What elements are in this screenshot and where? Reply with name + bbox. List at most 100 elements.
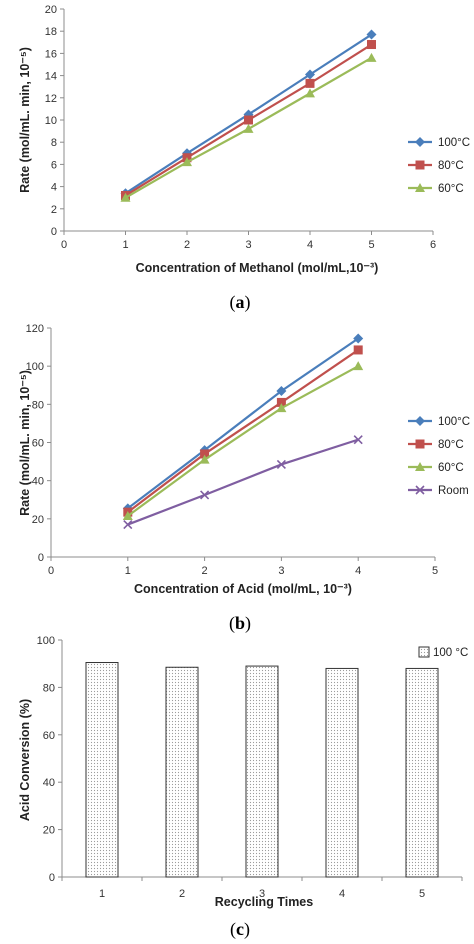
legend-swatch-marker-100c-a	[415, 137, 425, 147]
panel-caption-a: (a)	[230, 292, 251, 313]
data-point-60c-a	[243, 123, 254, 133]
data-point-80c-b	[276, 397, 286, 407]
legend-swatch-marker-80c-a	[415, 160, 425, 170]
data-point-room-b	[123, 519, 133, 530]
y-tick-label-c: 100	[37, 635, 55, 647]
y-tick-label-a: 12	[45, 93, 57, 105]
caption-open-paren-b: (	[229, 613, 235, 634]
legend-swatch-marker-80c-b	[415, 439, 425, 449]
y-tick-label-a: 0	[51, 226, 57, 238]
y-axis-title-b: Rate (mol/mL. min, 10⁻⁵)	[18, 370, 32, 516]
legend-label-60c-a: 60°C	[438, 183, 464, 195]
x-tick-label-a: 3	[245, 239, 251, 251]
x-tick-label-b: 2	[202, 565, 208, 577]
y-tick-label-a: 20	[45, 4, 57, 16]
legend-item-60c-a: 60°C	[408, 183, 464, 195]
data-point-80c-b	[200, 449, 210, 459]
bar-2-c	[165, 666, 199, 878]
bar-5-c	[405, 667, 439, 878]
y-tick-label-b: 100	[26, 361, 44, 373]
caption-close-paren-c: )	[244, 919, 250, 940]
x-tick-label-c: 4	[339, 888, 345, 900]
y-tick-label-b: 0	[38, 552, 44, 564]
y-tick-label-a: 18	[45, 26, 57, 38]
y-tick-label-b: 40	[32, 476, 44, 488]
x-tick-label-a: 0	[61, 239, 67, 251]
y-axis-title-a: Rate (mol/mL. min, 10⁻⁵)	[18, 47, 32, 193]
x-tick-label-b: 0	[48, 565, 54, 577]
caption-close-paren-a: )	[245, 292, 251, 313]
y-tick-label-c: 60	[43, 730, 55, 742]
y-tick-label-a: 10	[45, 115, 57, 127]
x-tick-label-a: 2	[184, 239, 190, 251]
legend-item-room-b: Room	[408, 485, 469, 497]
legend-label-80c-a: 80°C	[438, 160, 464, 172]
caption-letter-c: c	[236, 919, 244, 939]
legend-label-60c-b: 60°C	[438, 462, 464, 474]
caption-letter-a: a	[236, 292, 245, 312]
legend-a: 100°C 80°C 60°C	[408, 137, 470, 195]
bar-1-c	[85, 662, 119, 878]
y-tick-label-c: 0	[49, 872, 55, 884]
data-point-60c-a	[305, 88, 315, 98]
y-tick-label-a: 6	[51, 159, 57, 171]
legend-c: 100 °C	[418, 646, 468, 659]
legend-item-100c-b: 100°C	[408, 416, 470, 428]
panel-caption-c: (c)	[230, 919, 250, 940]
data-point-80c-a	[367, 40, 376, 50]
data-point-80c-b	[353, 345, 363, 355]
series-room-b	[123, 435, 363, 530]
data-point-room-b	[200, 490, 210, 500]
series-a	[120, 29, 377, 202]
x-axis-title-b: Concentration of Acid (mol/mL, 10⁻³)	[134, 582, 352, 596]
data-point-room-b	[276, 459, 286, 470]
series-line-80c-b	[127, 349, 359, 514]
legend-swatch-c	[418, 646, 430, 658]
x-tick-label-c: 2	[179, 888, 185, 900]
caption-open-paren-c: (	[230, 919, 236, 940]
x-tick-label-a: 4	[307, 239, 313, 251]
series-line-60c-b	[127, 365, 359, 517]
x-tick-label-b: 4	[355, 565, 361, 577]
y-tick-label-a: 2	[51, 204, 57, 216]
y-tick-label-a: 16	[45, 48, 57, 60]
legend-swatch-marker-room-b	[415, 485, 425, 495]
y-tick-label-b: 60	[32, 438, 44, 450]
legend-label-80c-b: 80°C	[438, 439, 464, 451]
y-tick-label-c: 80	[43, 682, 55, 694]
data-point-60c-a	[120, 192, 131, 202]
axes-b	[50, 328, 435, 558]
legend-item-c: 100 °C	[418, 646, 468, 659]
legend-label-100c-a: 100°C	[438, 137, 470, 149]
x-tick-label-a: 6	[430, 239, 436, 251]
data-point-60c-b	[276, 403, 287, 413]
x-tick-label-c: 3	[259, 888, 265, 900]
data-point-100c-a	[305, 69, 315, 80]
series-80c-a	[121, 40, 376, 200]
caption-close-paren-b: )	[245, 613, 251, 634]
x-axis-title-a: Concentration of Methanol (mol/mL,10⁻³)	[136, 261, 379, 275]
y-tick-label-a: 8	[51, 137, 57, 149]
panel-caption-b: (b)	[229, 613, 251, 634]
y-tick-label-b: 80	[32, 399, 44, 411]
series-80c-b	[123, 345, 363, 517]
chart-panel-c: 0 20 40 60 80 100 1 2 3 4 5 100 °C Recycling Times…	[18, 635, 468, 940]
data-point-80c-a	[305, 78, 315, 88]
y-tick-label-c: 20	[43, 825, 55, 837]
caption-open-paren-a: (	[230, 292, 236, 313]
legend-item-80c-a: 80°C	[408, 160, 464, 172]
series-60c-a	[120, 52, 377, 202]
legend-swatch-marker-60c-a	[415, 183, 425, 192]
bar-3-c	[245, 665, 279, 878]
legend-item-60c-b: 60°C	[408, 462, 464, 474]
data-point-60c-a	[366, 52, 377, 62]
legend-item-100c-a: 100°C	[408, 137, 470, 149]
data-point-60c-b	[199, 454, 210, 464]
y-tick-label-b: 20	[32, 514, 44, 526]
x-tick-label-a: 5	[368, 239, 374, 251]
legend-b: 100°C 80°C 60°C Room	[408, 416, 470, 497]
data-point-100c-b	[276, 385, 287, 396]
